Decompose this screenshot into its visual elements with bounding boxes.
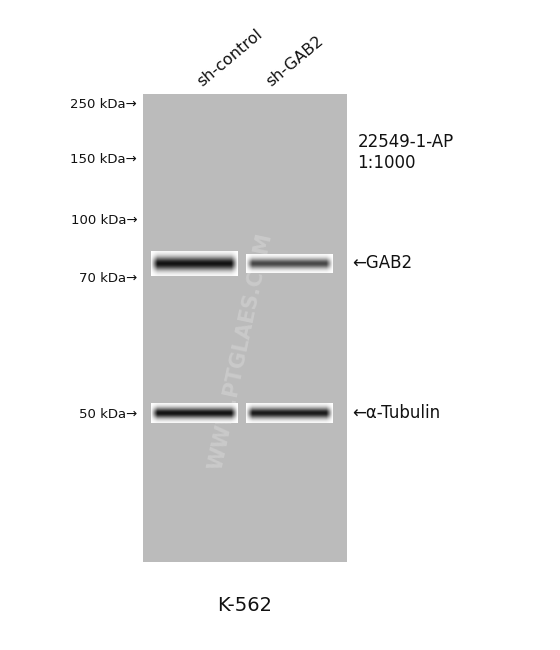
Text: 70 kDa→: 70 kDa→: [79, 272, 137, 285]
Text: 22549-1-AP
1:1000: 22549-1-AP 1:1000: [357, 133, 454, 172]
Text: sh-control: sh-control: [195, 27, 265, 90]
Text: 50 kDa→: 50 kDa→: [79, 408, 137, 421]
Text: WWW.PTGLAES.COM: WWW.PTGLAES.COM: [206, 231, 276, 472]
Bar: [143, 94, 347, 562]
Text: 150 kDa→: 150 kDa→: [71, 153, 137, 166]
Text: K-562: K-562: [217, 596, 272, 616]
Text: 250 kDa→: 250 kDa→: [71, 98, 137, 111]
Text: ←GAB2: ←GAB2: [352, 254, 412, 272]
Text: 100 kDa→: 100 kDa→: [71, 214, 137, 227]
Text: sh-GAB2: sh-GAB2: [264, 34, 326, 90]
Text: ←α-Tubulin: ←α-Tubulin: [352, 404, 440, 422]
